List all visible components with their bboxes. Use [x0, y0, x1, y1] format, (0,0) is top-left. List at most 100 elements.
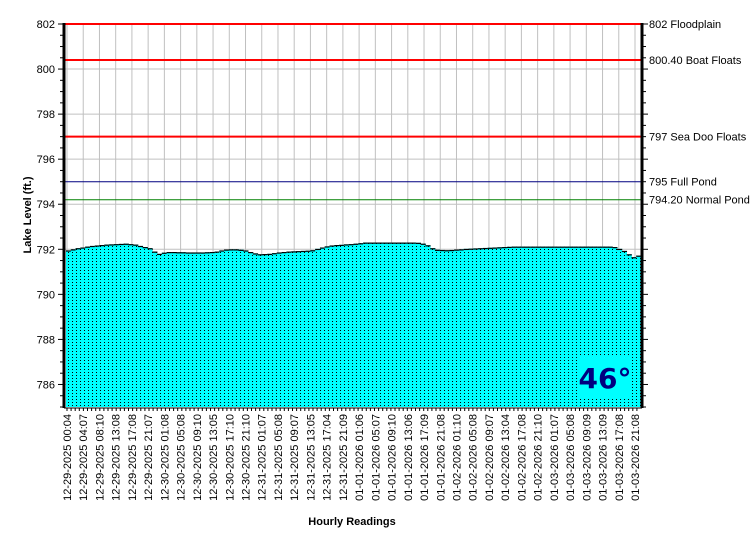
level-bar-top: [588, 246, 594, 248]
level-bar-top: [516, 246, 522, 248]
reference-line-label: 794.20 Normal Pond: [649, 195, 750, 207]
x-tick-label: 01-01-2026 21:08: [435, 414, 447, 501]
level-bar: [128, 244, 134, 407]
level-bar: [502, 247, 508, 407]
level-bar-top: [94, 245, 100, 247]
level-bar: [487, 247, 493, 407]
x-tick-label: 12-31-2025 01:07: [257, 414, 269, 501]
level-bar: [85, 246, 91, 407]
level-bar: [123, 243, 129, 407]
level-bar-top: [406, 242, 412, 244]
level-bar-top: [324, 246, 330, 248]
level-bar-top: [612, 247, 618, 249]
level-bar: [315, 248, 321, 407]
temperature-badge: 46°: [578, 355, 632, 398]
x-tick-label: 01-02-2026 13:04: [500, 414, 512, 501]
level-bar: [506, 246, 513, 407]
level-bar-top: [631, 257, 637, 259]
level-bar-top: [367, 242, 374, 244]
level-bar-top: [343, 244, 350, 246]
x-tick-label: 01-02-2026 17:08: [516, 414, 528, 501]
x-tick-label: 12-30-2025 05:08: [176, 414, 188, 501]
x-tick-label: 01-02-2026 05:08: [468, 414, 480, 501]
level-bar: [516, 246, 522, 407]
level-bar-top: [262, 254, 268, 256]
level-bar-top: [85, 246, 91, 248]
x-tick-label: 01-02-2026 01:10: [451, 414, 463, 501]
level-bar-top: [75, 248, 81, 250]
level-bar: [468, 248, 474, 407]
level-bar: [626, 254, 632, 407]
level-bar-top: [181, 252, 187, 254]
level-bar: [458, 249, 465, 407]
x-tick-label: 12-30-2025 21:10: [241, 414, 253, 501]
level-bar: [545, 246, 551, 407]
level-bar-top: [597, 246, 604, 248]
level-bar-top: [411, 242, 417, 244]
x-tick-label: 12-31-2025 21:09: [338, 414, 350, 501]
x-tick-label: 12-30-2025 09:10: [192, 414, 204, 501]
axes: [58, 23, 648, 411]
level-bar-top: [439, 249, 445, 252]
level-bar-top: [526, 246, 532, 248]
level-bar: [190, 252, 196, 407]
level-bar-top: [147, 248, 153, 250]
reference-line-label: 800.40 Boat Floats: [649, 55, 742, 67]
level-bar-top: [434, 249, 441, 251]
y-axis-title: Lake Level (ft.): [22, 176, 34, 253]
x-tick-label: 01-03-2026 01:07: [549, 414, 561, 501]
x-tick-label: 12-29-2025 21:07: [143, 414, 155, 501]
level-bar: [109, 244, 115, 407]
level-bar-top: [396, 242, 402, 244]
level-bar-top: [549, 246, 556, 248]
level-bar: [578, 246, 584, 407]
y-tick-label: 786: [37, 379, 55, 391]
level-bar-top: [348, 244, 354, 246]
level-bar: [411, 242, 417, 407]
x-tick-label: 12-29-2025 13:08: [111, 414, 123, 501]
level-bar-top: [70, 249, 76, 251]
level-bar: [157, 253, 163, 407]
level-bar-top: [492, 247, 498, 249]
level-bar-top: [473, 248, 479, 250]
level-bar-top: [387, 242, 393, 244]
level-bar-top: [511, 246, 517, 248]
y-tick-label: 790: [37, 289, 55, 301]
level-bar-top: [204, 252, 211, 254]
level-bar: [305, 250, 311, 407]
level-bar-top: [200, 252, 206, 254]
level-bar: [133, 244, 139, 407]
level-bar: [353, 243, 359, 407]
level-bar: [540, 246, 546, 407]
level-bar-top: [152, 251, 158, 253]
level-bar: [176, 252, 182, 407]
level-bar-top: [195, 252, 201, 254]
level-bar: [497, 247, 503, 407]
level-bar: [612, 247, 618, 407]
level-bar: [281, 251, 287, 407]
x-tick-label: 12-30-2025 17:10: [224, 414, 236, 501]
level-bar-top: [569, 246, 575, 248]
level-bar: [511, 246, 517, 407]
level-bar-top: [133, 244, 139, 246]
level-bar: [291, 251, 297, 407]
level-bar: [209, 251, 215, 407]
level-bar: [420, 243, 426, 407]
x-tick-label: 01-02-2026 09:07: [484, 414, 496, 501]
level-bar: [602, 246, 608, 407]
level-bar: [233, 249, 239, 407]
level-bar: [267, 253, 273, 407]
level-bar: [478, 248, 484, 407]
level-bar-top: [444, 250, 450, 252]
level-bar-top: [583, 246, 589, 248]
level-bar: [171, 251, 177, 407]
level-bar: [588, 246, 594, 407]
reference-lines: 802 Floodplain 800.40 Boat Floats 797 Sea …: [65, 19, 750, 207]
level-bar: [224, 249, 230, 407]
level-bar: [181, 252, 187, 407]
reference-line-label: 802 Floodplain: [649, 19, 721, 31]
level-bar-top: [329, 245, 335, 247]
level-bar: [272, 253, 278, 407]
level-bar: [583, 246, 589, 407]
